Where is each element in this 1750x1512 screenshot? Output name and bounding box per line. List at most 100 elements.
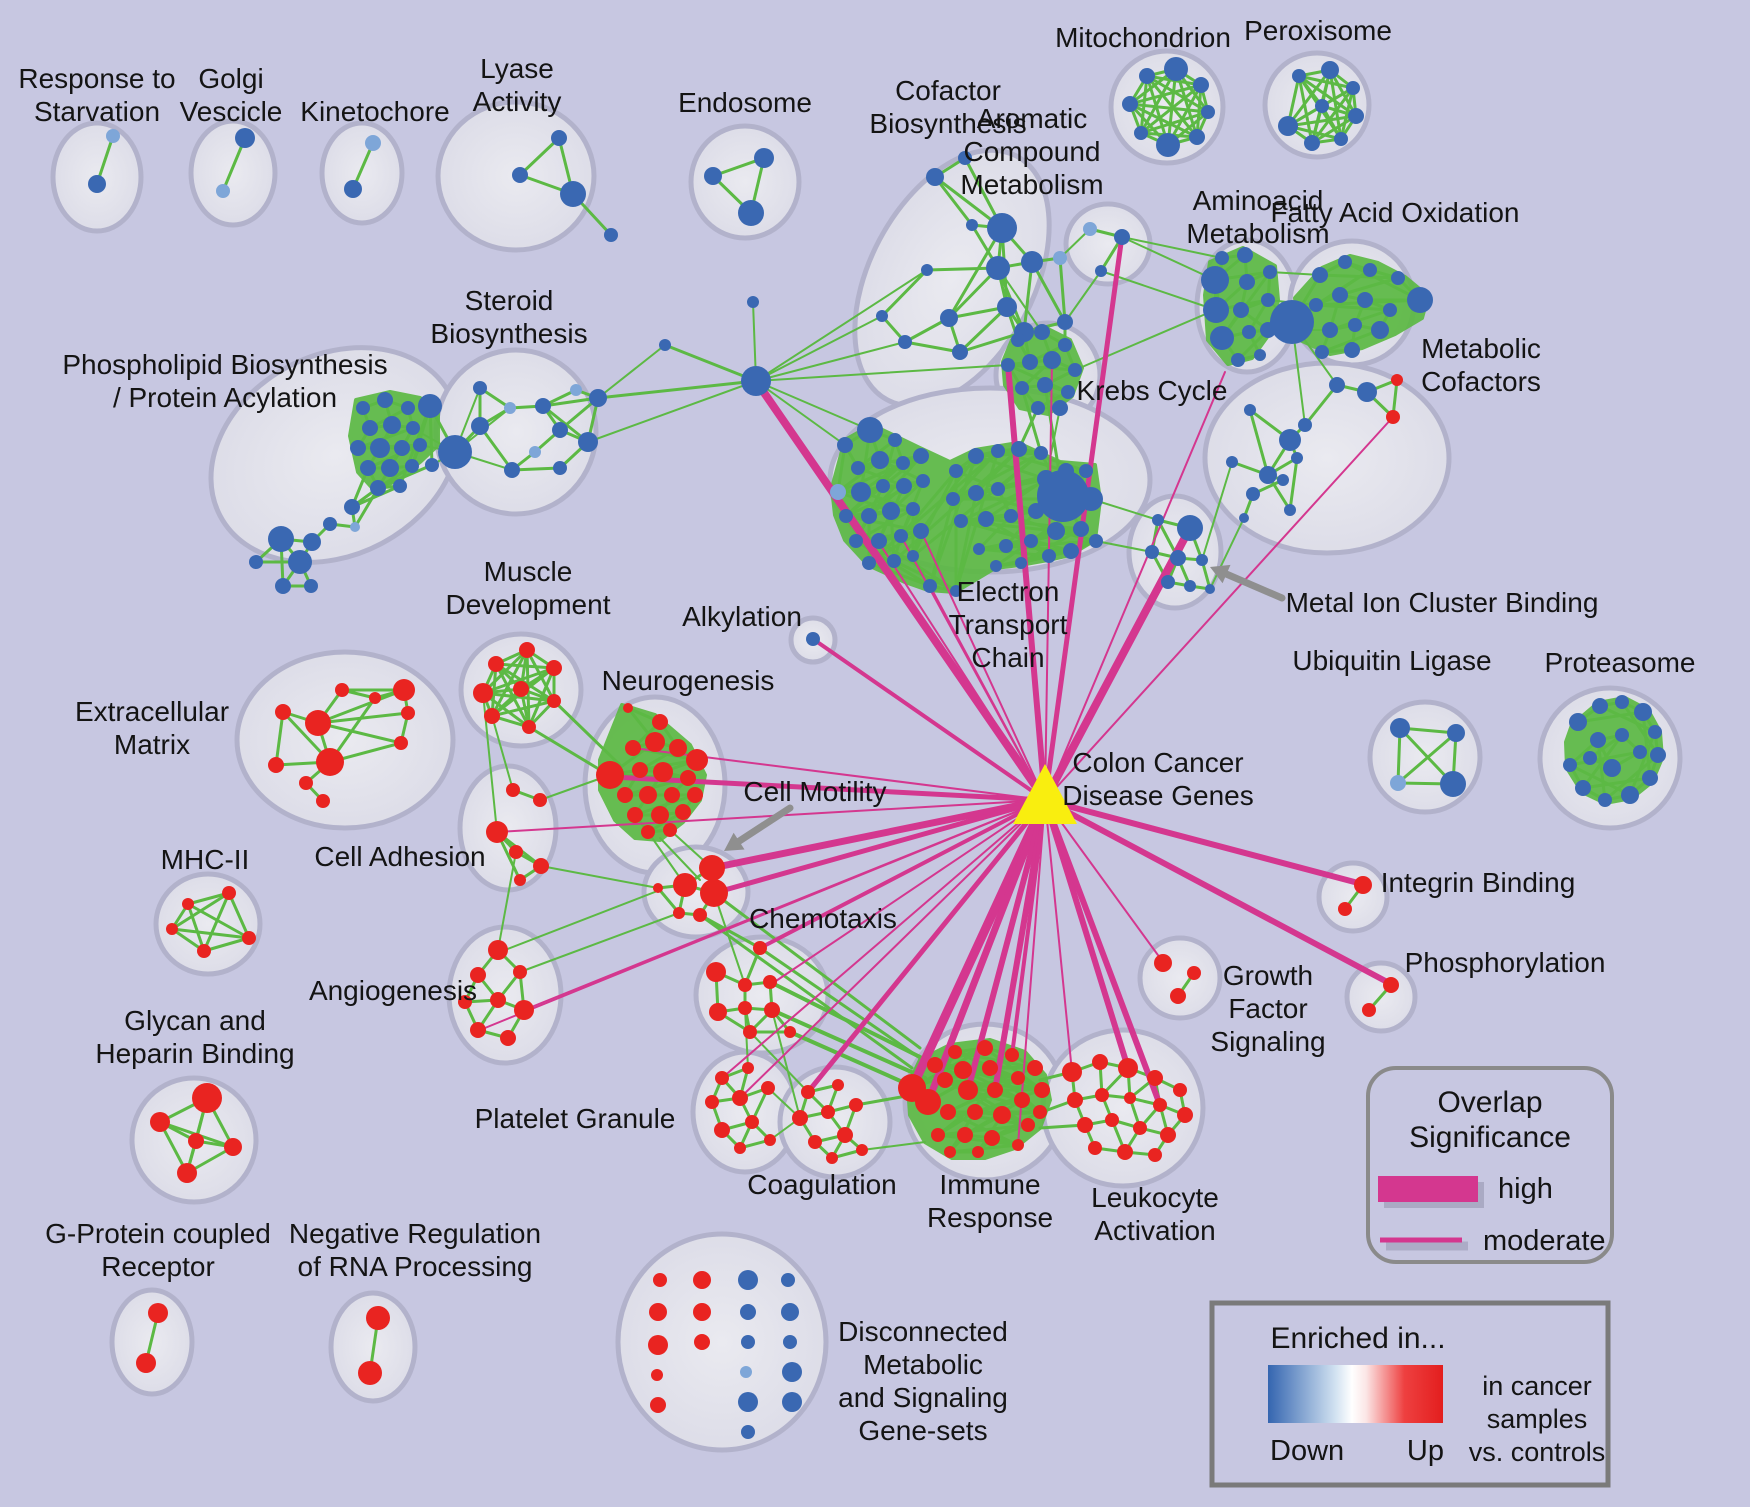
gene-set-node (782, 1362, 802, 1382)
gene-set-node (763, 975, 777, 989)
gene-set-node (1315, 99, 1329, 113)
layer-overlap-edges (479, 233, 1394, 1146)
overlap-edge-high (1005, 362, 1048, 803)
gene-set-node (999, 539, 1013, 553)
gene-set-node (148, 1303, 168, 1323)
disease-genes-triangle (1013, 764, 1077, 824)
gene-set-edge (966, 1088, 1042, 1114)
gene-set-node (740, 1366, 752, 1378)
gene-set-node (673, 873, 697, 897)
gene-set-node (470, 967, 486, 983)
gene-set-node (1079, 487, 1103, 511)
gene-set-node (1092, 1054, 1108, 1070)
gene-set-node (504, 402, 516, 414)
gene-set-node (653, 762, 673, 782)
gene-set-node (1292, 69, 1306, 83)
gene-set-node (706, 962, 726, 982)
gene-set-node (249, 555, 263, 569)
gene-set-edge (353, 466, 392, 529)
gene-set-node (275, 578, 291, 594)
gene-set-edge (1017, 447, 1088, 473)
inter-cluster-edge (1201, 461, 1233, 561)
phospholipid-biosynthesis-label: Phospholipid Biosynthesis (62, 349, 387, 380)
gene-set-node (1298, 418, 1312, 432)
gene-set-node (958, 151, 972, 165)
overlap-edge-moderate (1044, 371, 1226, 801)
gene-set-edge (1338, 276, 1400, 297)
gene-set-node (687, 787, 703, 803)
gene-set-node (704, 167, 722, 185)
gene-set-node (381, 459, 399, 477)
gene-set-node (1334, 132, 1348, 146)
gene-set-node (837, 437, 853, 453)
coagulation-label: Coagulation (747, 1169, 896, 1200)
gene-set-edge (1022, 260, 1034, 334)
gene-set-node (849, 1098, 863, 1112)
gene-set-node (365, 135, 381, 151)
gene-set-node (966, 219, 978, 231)
gene-set-node (792, 1110, 808, 1126)
gene-set-node (972, 1146, 984, 1158)
gene-set-edge (1128, 102, 1210, 114)
gene-set-node (88, 175, 106, 193)
growth-factor-signaling-label: Growth (1223, 960, 1313, 991)
gene-set-node (851, 461, 865, 475)
gene-set-edge (1019, 539, 1098, 565)
gene-set-node (949, 464, 963, 478)
gene-set-node (1391, 271, 1405, 285)
gene-set-edge (911, 469, 958, 558)
gene-set-node (1173, 1083, 1187, 1097)
gene-set-node (1304, 135, 1320, 151)
inter-cluster-edge (755, 269, 928, 382)
gene-set-node (1095, 1088, 1109, 1102)
overlap-edge-high (1042, 797, 1365, 887)
gene-set-node (927, 1057, 943, 1073)
gene-set-node (876, 479, 890, 493)
gene-set-node (596, 761, 624, 789)
gene-set-node (1015, 557, 1027, 569)
overlap-edge-high (752, 377, 1049, 804)
gene-set-node (861, 508, 877, 524)
overlap-edge-high (1042, 555, 1178, 803)
gene-set-node (1061, 385, 1075, 399)
gene-set-node (625, 740, 641, 756)
gene-set-node (1089, 534, 1103, 548)
gene-set-node (1363, 263, 1377, 277)
gene-set-node (1239, 274, 1255, 290)
gene-set-node (288, 550, 312, 574)
gene-set-edge (974, 491, 1038, 513)
enriched-context-label: vs. controls (1469, 1437, 1606, 1467)
gene-set-node (639, 786, 657, 804)
gene-set-node (741, 1335, 755, 1349)
gene-set-node (1254, 349, 1266, 361)
gene-set-node (1034, 446, 1048, 460)
gene-set-node (1239, 513, 1249, 523)
layer-nodes (88, 57, 1666, 1439)
gene-set-edge (186, 902, 206, 953)
gene-set-node (931, 1128, 945, 1142)
gene-set-node (1021, 251, 1043, 273)
gene-set-node (1147, 1070, 1163, 1086)
gene-set-node (394, 736, 408, 750)
overlap-edge-high (1010, 798, 1047, 1057)
gene-set-node (954, 1061, 972, 1079)
gene-set-node (675, 804, 691, 820)
gene-set-node (747, 296, 759, 308)
gene-set-edge (316, 711, 410, 725)
gene-set-edge (1620, 700, 1660, 757)
inter-cluster-edge (755, 315, 883, 382)
gene-set-node (694, 1334, 710, 1350)
gene-set-node (1201, 266, 1229, 294)
extracellular-matrix-label: Matrix (114, 729, 190, 760)
gene-set-edge (951, 451, 1043, 501)
overlap-edge-moderate (1017, 799, 1046, 1146)
gene-set-node (533, 793, 547, 807)
cell-adhesion-label: Cell Adhesion (314, 841, 485, 872)
negative-regulation-rna-processing-label: Negative Regulation (289, 1218, 541, 1249)
gene-set-node (1210, 326, 1234, 350)
gene-set-node (1440, 771, 1466, 797)
gene-set-node (871, 533, 887, 549)
gene-set-node (1196, 554, 1208, 566)
endosome-label: Endosome (678, 87, 812, 118)
gene-set-node (1105, 1113, 1119, 1127)
